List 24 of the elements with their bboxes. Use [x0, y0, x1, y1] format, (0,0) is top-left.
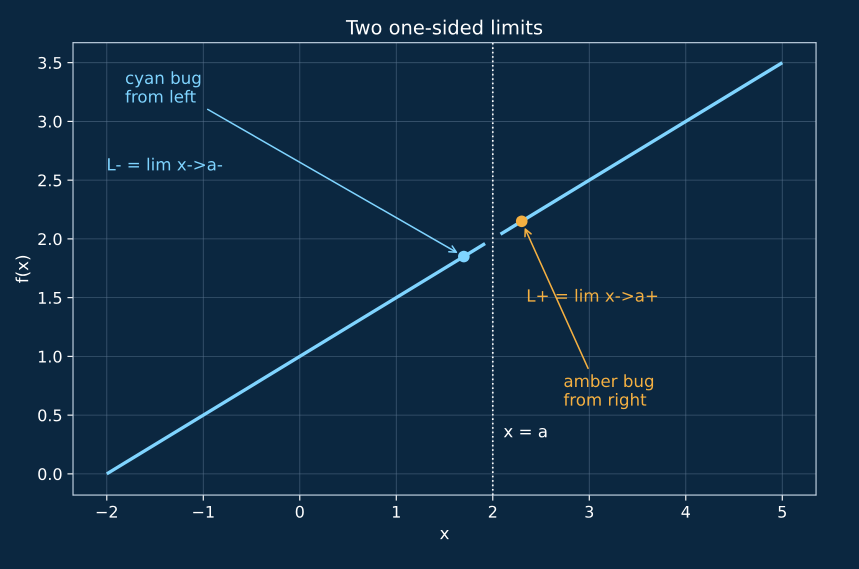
y-tick-label: 1.5	[38, 292, 62, 304]
y-axis-title: f(x)	[16, 256, 30, 283]
x-tick-label: −1	[193, 506, 214, 518]
x-tick-label: 3	[585, 506, 594, 518]
y-tick-label: 0.5	[38, 409, 62, 422]
x-tick-label: 1	[392, 506, 400, 518]
x-tick-label: 0	[296, 506, 304, 518]
annotation: cyan bug from left	[125, 71, 200, 103]
y-tick-label: 2.5	[38, 174, 62, 186]
annotation: amber bug from right	[564, 374, 654, 410]
y-tick-label: 2.0	[38, 233, 62, 246]
chart-title: Two one-sided limits	[346, 20, 542, 35]
x-axis-title: x	[440, 530, 449, 540]
ref-line-label: x = a	[504, 428, 546, 438]
y-tick-label: 3.5	[38, 56, 62, 69]
y-tick-label: 0.0	[38, 468, 62, 480]
x-tick-label: 5	[778, 506, 786, 518]
annotation: L+ = lim x->a+	[528, 288, 658, 302]
x-tick-label: 4	[681, 506, 690, 518]
y-tick-label: 1.0	[38, 350, 62, 363]
x-tick-label: −2	[96, 506, 117, 518]
x-tick-label: 2	[488, 506, 496, 518]
annotation: L- = lim x->a-	[108, 158, 222, 171]
y-tick-label: 3.0	[38, 116, 62, 128]
